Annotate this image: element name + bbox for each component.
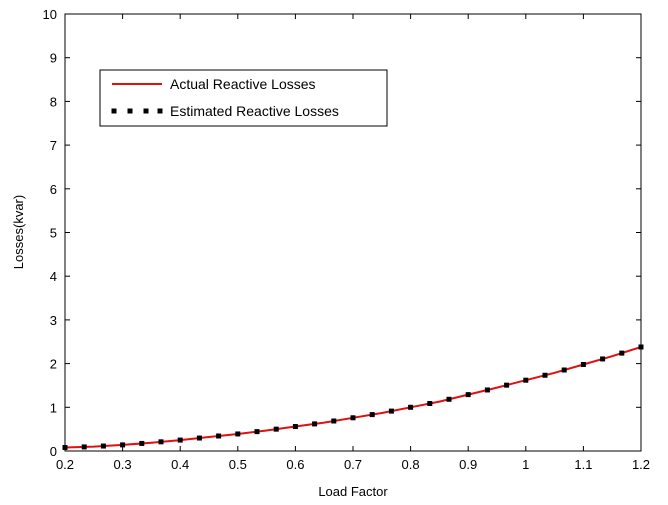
x-tick-label: 0.2 — [56, 457, 74, 472]
series-marker-estimated — [465, 392, 471, 398]
series-marker-estimated — [196, 435, 202, 441]
legend-dot — [143, 108, 149, 114]
x-axis-label: Load Factor — [318, 484, 388, 499]
series-marker-estimated — [81, 444, 87, 450]
series-marker-estimated — [273, 426, 279, 432]
series-marker-estimated — [100, 443, 106, 449]
legend-label-actual: Actual Reactive Losses — [170, 76, 316, 92]
series-marker-estimated — [350, 415, 356, 421]
y-tick-label: 7 — [50, 138, 57, 153]
series-marker-estimated — [523, 377, 529, 383]
y-tick-label: 6 — [50, 182, 57, 197]
legend-marker-estimated — [111, 108, 163, 114]
x-tick-label: 0.9 — [459, 457, 477, 472]
series-marker-estimated — [158, 439, 164, 445]
x-tick-label: 1 — [522, 457, 529, 472]
series-marker-estimated — [62, 445, 68, 451]
series-marker-estimated — [504, 382, 510, 388]
series-marker-estimated — [388, 408, 394, 414]
x-axis-ticks: 0.2 0.3 0.4 0.5 0.6 0.7 0.8 0.9 1 1.1 1.2 — [56, 14, 650, 472]
y-tick-label: 2 — [50, 357, 57, 372]
legend: Actual Reactive Losses Estimated Reactiv… — [99, 69, 388, 127]
series-marker-estimated — [638, 344, 644, 350]
series-marker-estimated — [331, 418, 337, 424]
series-marker-estimated — [600, 356, 606, 362]
series-marker-estimated — [408, 404, 414, 410]
y-tick-label: 10 — [43, 7, 57, 22]
x-tick-label: 0.8 — [402, 457, 420, 472]
series-marker-estimated — [369, 412, 375, 418]
y-tick-label: 5 — [50, 226, 57, 241]
series-marker-estimated — [292, 424, 298, 430]
series-marker-estimated — [619, 350, 625, 356]
series-marker-estimated — [542, 372, 548, 378]
series-marker-estimated — [580, 361, 586, 367]
y-tick-label: 4 — [50, 269, 57, 284]
y-tick-label: 3 — [50, 313, 57, 328]
x-tick-label: 0.4 — [171, 457, 189, 472]
y-axis-label: Losses(kvar) — [11, 195, 26, 269]
series-marker-estimated — [312, 421, 318, 427]
legend-dot — [111, 108, 117, 114]
x-tick-label: 1.1 — [574, 457, 592, 472]
series-marker-estimated — [484, 387, 490, 393]
y-tick-label: 1 — [50, 400, 57, 415]
x-tick-label: 1.2 — [632, 457, 650, 472]
series-marker-estimated — [216, 433, 222, 439]
x-tick-label: 0.6 — [286, 457, 304, 472]
series-marker-estimated — [235, 431, 241, 437]
series-marker-estimated — [254, 429, 260, 435]
series-marker-estimated — [427, 401, 433, 407]
legend-dot — [127, 108, 133, 114]
legend-box — [99, 69, 388, 127]
x-tick-label: 0.7 — [344, 457, 362, 472]
y-tick-label: 9 — [50, 51, 57, 66]
x-tick-label: 0.5 — [229, 457, 247, 472]
series-marker-estimated — [561, 367, 567, 373]
series-marker-estimated — [446, 396, 452, 402]
series-marker-estimated — [139, 440, 145, 446]
series-layer — [62, 344, 644, 451]
series-marker-estimated — [177, 437, 183, 443]
y-tick-label: 8 — [50, 94, 57, 109]
x-tick-label: 0.3 — [114, 457, 132, 472]
legend-label-estimated: Estimated Reactive Losses — [170, 103, 339, 119]
y-tick-label: 0 — [50, 444, 57, 459]
series-marker-estimated — [120, 442, 126, 448]
legend-dot — [157, 108, 163, 114]
y-axis-ticks: 0 1 2 3 4 5 6 7 8 9 10 — [43, 7, 641, 459]
